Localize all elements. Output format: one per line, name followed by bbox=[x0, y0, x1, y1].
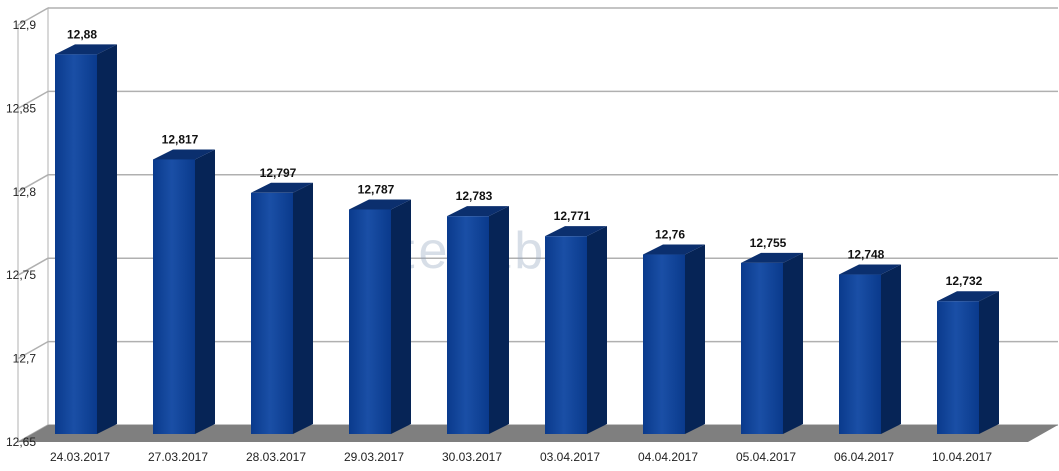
bar-top bbox=[643, 244, 705, 255]
bar-side bbox=[391, 199, 411, 434]
data-label: 12,748 bbox=[848, 248, 885, 262]
bar-front bbox=[55, 54, 97, 435]
bar-front bbox=[937, 301, 979, 434]
bar-front bbox=[153, 159, 195, 434]
data-label: 12,771 bbox=[554, 209, 591, 223]
x-tick-label: 27.03.2017 bbox=[148, 450, 208, 464]
bar-side bbox=[587, 226, 607, 434]
gridline-side bbox=[17, 340, 49, 360]
x-tick-label: 24.03.2017 bbox=[50, 450, 110, 464]
bar-top bbox=[251, 182, 313, 193]
bar-front bbox=[643, 254, 685, 434]
bar-side bbox=[489, 206, 509, 434]
bar-side bbox=[685, 244, 705, 434]
chart-walls bbox=[17, 7, 49, 443]
bar bbox=[741, 252, 803, 434]
x-tick-label: 10.04.2017 bbox=[932, 450, 992, 464]
bar bbox=[545, 226, 607, 434]
bar-top bbox=[447, 206, 509, 217]
bar bbox=[447, 206, 509, 434]
bar-top bbox=[55, 44, 117, 55]
bar-side bbox=[195, 149, 215, 434]
bar-front bbox=[839, 274, 881, 434]
bar bbox=[153, 149, 215, 434]
y-tick-label: 12,8 bbox=[13, 185, 37, 199]
bar bbox=[643, 244, 705, 434]
bar-side bbox=[979, 291, 999, 434]
bar-front bbox=[447, 216, 489, 434]
y-tick-label: 12,65 bbox=[6, 435, 36, 449]
data-label: 12,76 bbox=[655, 228, 685, 242]
gridline-side bbox=[17, 7, 49, 26]
data-labels: 12,88 12,817 12,797 12,787 12,783 12,771 12,76… bbox=[67, 27, 983, 288]
x-tick-label: 03.04.2017 bbox=[540, 450, 600, 464]
data-label: 12,732 bbox=[946, 274, 983, 288]
gridline-side bbox=[17, 257, 49, 276]
bar-front bbox=[251, 192, 293, 434]
data-label: 12,787 bbox=[358, 182, 395, 196]
bar bbox=[937, 291, 999, 434]
bar-side bbox=[881, 264, 901, 434]
bar-top bbox=[839, 264, 901, 275]
bar bbox=[55, 44, 117, 435]
x-tick-label: 29.03.2017 bbox=[344, 450, 404, 464]
bar bbox=[251, 182, 313, 434]
bar-side bbox=[293, 182, 313, 434]
bar-front bbox=[741, 262, 783, 434]
y-tick-label: 12,75 bbox=[6, 268, 36, 282]
data-label: 12,817 bbox=[162, 132, 199, 146]
bar-top bbox=[153, 149, 215, 160]
bar-side bbox=[97, 44, 117, 435]
data-label: 12,797 bbox=[260, 166, 297, 180]
gridline-side bbox=[17, 174, 49, 193]
x-tick-label: 06.04.2017 bbox=[834, 450, 894, 464]
data-label: 12,783 bbox=[456, 189, 493, 203]
bar-top bbox=[349, 199, 411, 210]
data-label: 12,755 bbox=[750, 236, 787, 250]
bar-front bbox=[545, 236, 587, 434]
x-tick-label: 30.03.2017 bbox=[442, 450, 502, 464]
y-tick-label: 12,85 bbox=[6, 101, 36, 115]
data-label: 12,88 bbox=[67, 27, 97, 41]
x-tick-label: 05.04.2017 bbox=[736, 450, 796, 464]
x-tick-label: 28.03.2017 bbox=[246, 450, 306, 464]
bar-front bbox=[349, 209, 391, 434]
bar bbox=[839, 264, 901, 434]
bar bbox=[349, 199, 411, 434]
y-tick-label: 12,9 bbox=[13, 18, 37, 32]
gridline-side bbox=[17, 90, 49, 110]
x-tick-label: 04.04.2017 bbox=[638, 450, 698, 464]
bar-top bbox=[741, 252, 803, 263]
bar-side bbox=[783, 252, 803, 434]
y-axis-tick-labels: 12,65 12,7 12,75 12,8 12,85 12,9 bbox=[6, 18, 36, 449]
left-wall bbox=[17, 7, 49, 443]
bar-top bbox=[937, 291, 999, 302]
y-tick-label: 12,7 bbox=[13, 352, 37, 366]
bar-top bbox=[545, 226, 607, 237]
x-axis-tick-labels: 24.03.2017 27.03.2017 28.03.2017 29.03.2017… bbox=[50, 450, 992, 464]
bars bbox=[55, 44, 999, 435]
